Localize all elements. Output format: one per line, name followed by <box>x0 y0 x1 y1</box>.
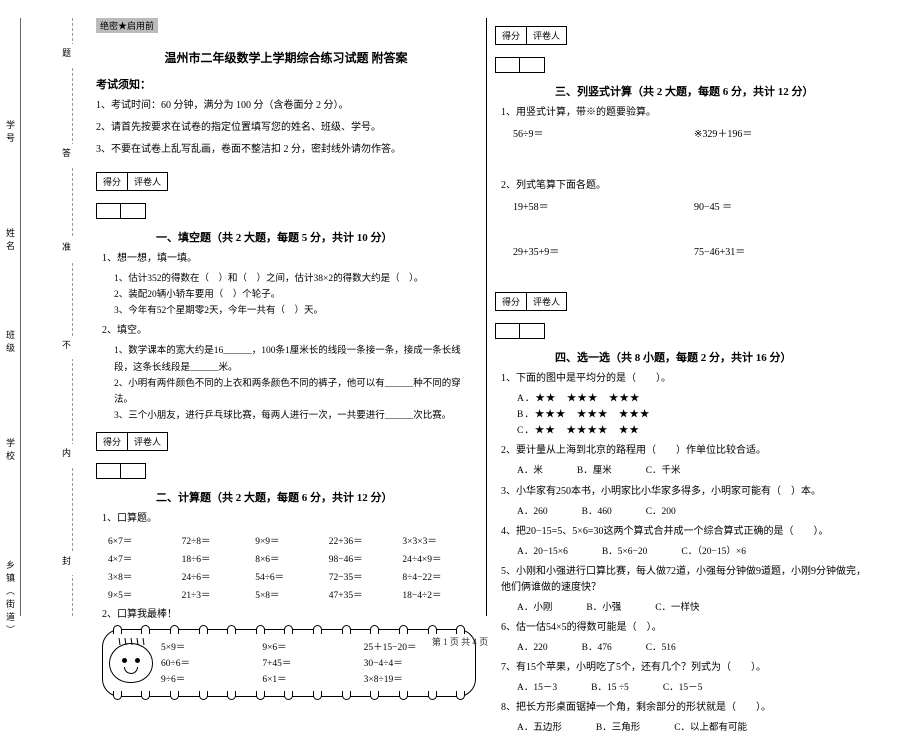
s3-q2: 2、列式笔算下面各题。 <box>501 178 875 194</box>
section-3-title: 三、列竖式计算（共 2 大题，每题 6 分，共计 12 分） <box>555 83 875 99</box>
notice-heading: 考试须知： <box>96 76 476 92</box>
score-label: 得分 <box>97 433 128 450</box>
cloud-scallop-bottom <box>103 691 475 701</box>
dash-label-3: 准 <box>60 238 73 261</box>
s4-q1-A: A．★★ ★★★ ★★★ <box>517 391 875 407</box>
s4-q1: 1、下面的图中是平均分的是（ ）。 <box>501 371 875 387</box>
binding-dashed-line <box>72 18 73 616</box>
s1-q1-sub3: 3、今年有52个星期零2天，今年一共有（ ）天。 <box>114 303 476 319</box>
score-box-3-empty <box>495 57 545 73</box>
s1-q2-sub2: 2、小明有两件颜色不同的上衣和两条颜色不同的裤子，他可以有______种不同的穿… <box>114 376 476 408</box>
calc-grid: 6×7＝72÷8＝9×9＝22+36＝3×3×3＝ 4×7＝18÷6＝8×6＝9… <box>108 531 476 603</box>
s1-q1-sub1: 1、估计352的得数在（ ）和（ ）之间，估计38×2的得数大约是（ ）。 <box>114 271 476 287</box>
right-column: 得分 评卷人 三、列竖式计算（共 2 大题，每题 6 分，共计 12 分） 1、… <box>487 18 885 616</box>
cloud-scallop-top <box>103 625 475 635</box>
score-box-4-empty <box>495 323 545 339</box>
score-box-4: 得分 评卷人 <box>495 292 567 311</box>
s4-q1-B: B．★★★ ★★★ ★★★ <box>517 407 875 423</box>
dash-label-1: 内 <box>60 444 73 467</box>
grader-label: 评卷人 <box>128 173 167 190</box>
field-class: 班级 <box>4 330 17 356</box>
secrecy-stamp: 绝密★启用前 <box>96 18 158 33</box>
grader-label: 评卷人 <box>128 433 167 450</box>
left-column: 绝密★启用前 温州市二年级数学上学期综合练习试题 附答案 考试须知： 1、考试时… <box>88 18 486 616</box>
s3-q1: 1、用竖式计算，带※的题要验算。 <box>501 105 875 121</box>
dash-label-4: 答 <box>60 144 73 167</box>
s4-q8: 8、把长方形桌面锯掉一个角，剩余部分的形状就是（ ）。 <box>501 700 875 716</box>
dash-label-2: 不 <box>60 336 73 359</box>
score-box-1-empty <box>96 203 146 219</box>
score-label: 得分 <box>496 293 527 310</box>
score-label: 得分 <box>97 173 128 190</box>
notice-3: 3、不要在试卷上乱写乱画，卷面不整洁扣 2 分，密封线外请勿作答。 <box>96 142 476 158</box>
s4-q7: 7、有15个苹果，小明吃了5个，还有几个？列式为（ ）。 <box>501 660 875 676</box>
s4-q3: 3、小华家有250本书，小明家比小华家多得多，小明家可能有（ ）本。 <box>501 484 875 500</box>
page-footer: 第 1 页 共 4 页 <box>0 635 920 648</box>
score-box-2: 得分 评卷人 <box>96 432 168 451</box>
s2-q2: 2、口算我最棒！ <box>102 607 476 623</box>
score-label: 得分 <box>496 27 527 44</box>
score-box-2-empty <box>96 463 146 479</box>
field-name: 姓名 <box>4 228 17 254</box>
notice-1: 1、考试时间：60 分钟，满分为 100 分（含卷面分 2 分）。 <box>96 98 476 114</box>
s1-q1-sub2: 2、装配20辆小轿车要用（ ）个轮子。 <box>114 287 476 303</box>
page-body: 绝密★启用前 温州市二年级数学上学期综合练习试题 附答案 考试须知： 1、考试时… <box>88 18 900 616</box>
s4-q5: 5、小刚和小强进行口算比赛，每人做72道，小强每分钟做9道题，小刚9分钟做完，他… <box>501 564 875 596</box>
s4-q1-C: C．★★ ★★★★ ★★ <box>517 423 875 439</box>
s2-q1: 1、口算题。 <box>102 511 476 527</box>
grader-label: 评卷人 <box>527 27 566 44</box>
s4-q4: 4、把20−15=5、5×6=30这两个算式合并成一个综合算式正确的是（ ）。 <box>501 524 875 540</box>
binding-margin: 乡镇（街道） 学校 班级 姓名 学号 封 内 不 准 答 题 <box>0 0 88 650</box>
field-school: 学校 <box>4 438 17 464</box>
notice-2: 2、请首先按要求在试卷的指定位置填写您的姓名、班级、学号。 <box>96 120 476 136</box>
s4-q2: 2、要计量从上海到北京的路程用（ ）作单位比较合适。 <box>501 443 875 459</box>
field-township: 乡镇（街道） <box>4 560 17 638</box>
s1-q2-sub1: 1、数学课本的宽大约是16______，100条1厘米长的线段一条接一条，接成一… <box>114 343 476 375</box>
binding-solid-line <box>20 18 21 616</box>
section-2-title: 二、计算题（共 2 大题，每题 6 分，共计 12 分） <box>156 489 476 505</box>
s4-q6: 6、估一估54×5的得数可能是（ ）。 <box>501 620 875 636</box>
section-1-title: 一、填空题（共 2 大题，每题 5 分，共计 10 分） <box>156 229 476 245</box>
exam-title: 温州市二年级数学上学期综合练习试题 附答案 <box>96 49 476 66</box>
score-box-1: 得分 评卷人 <box>96 172 168 191</box>
s1-q2-sub3: 3、三个小朋友，进行乒乓球比赛，每两人进行一次，一共要进行______次比赛。 <box>114 408 476 424</box>
face-icon <box>109 643 153 683</box>
section-4-title: 四、选一选（共 8 小题，每题 2 分，共计 16 分） <box>555 349 875 365</box>
dash-label-0: 封 <box>60 552 73 575</box>
s1-q1: 1、想一想，填一填。 <box>102 251 476 267</box>
dash-label-5: 题 <box>60 44 73 67</box>
grader-label: 评卷人 <box>527 293 566 310</box>
s1-q2: 2、填空。 <box>102 323 476 339</box>
score-box-3: 得分 评卷人 <box>495 26 567 45</box>
field-id: 学号 <box>4 120 17 146</box>
